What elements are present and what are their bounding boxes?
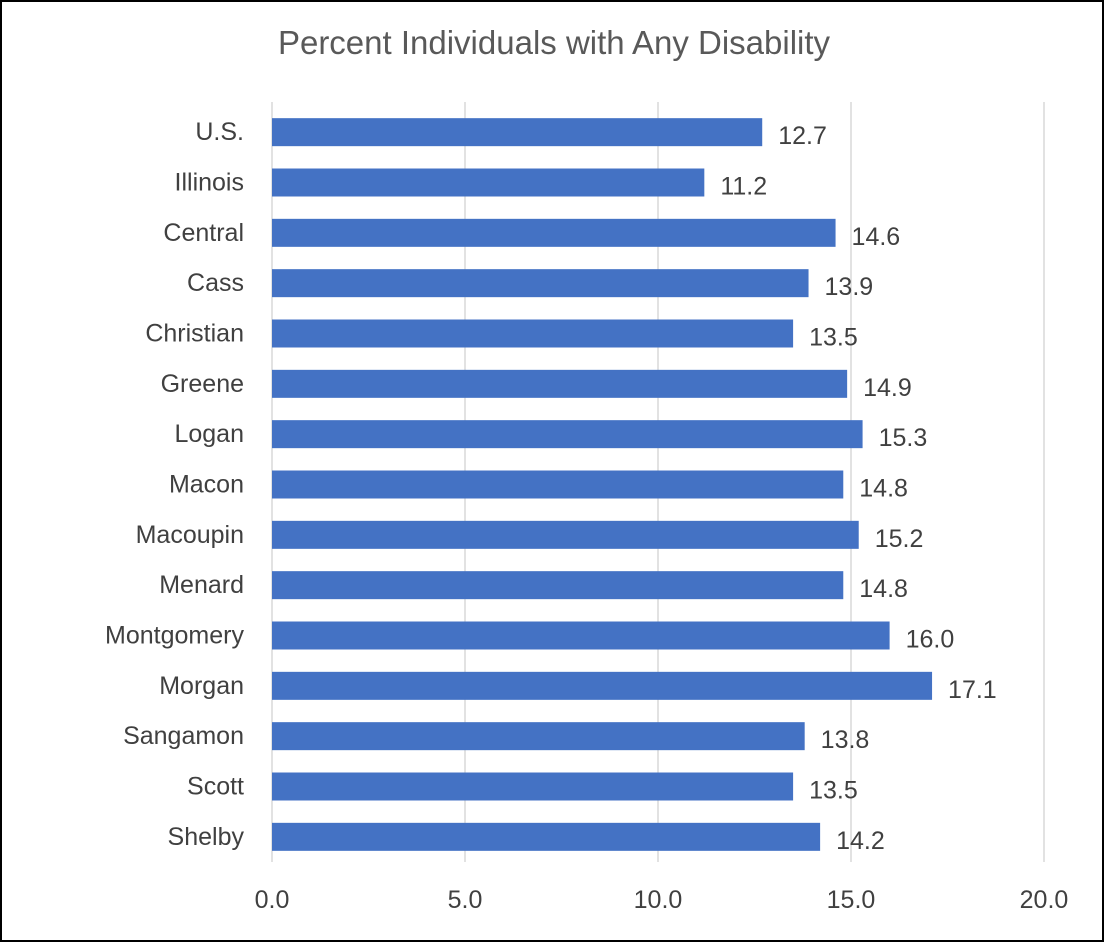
category-labels: U.S. Illinois Central Cass Christian Greene Lo…: [105, 118, 244, 851]
data-label: 13.5: [809, 324, 858, 352]
bar: [272, 269, 809, 298]
data-label: 15.2: [875, 525, 924, 553]
data-label: 14.6: [852, 223, 901, 251]
category-label: Illinois: [175, 169, 244, 197]
category-label: Logan: [174, 420, 244, 448]
bar: [272, 621, 890, 650]
x-tick-label: 15.0: [827, 886, 876, 914]
bar: [272, 722, 805, 751]
data-label: 14.2: [836, 827, 885, 855]
x-tick-label: 20.0: [1020, 886, 1069, 914]
category-label: Montgomery: [105, 622, 244, 650]
chart-title: Percent Individuals with Any Disability: [277, 24, 831, 61]
category-label: Central: [163, 219, 244, 247]
bar: [272, 470, 844, 499]
bars: [272, 118, 933, 851]
data-label: 15.3: [879, 424, 928, 452]
data-label: 14.9: [863, 374, 912, 402]
bar: [272, 420, 863, 449]
x-tick-label: 5.0: [448, 886, 483, 914]
bar: [272, 571, 844, 600]
category-label: Sangamon: [123, 722, 244, 750]
category-label: Macon: [169, 471, 244, 499]
bar: [272, 520, 859, 549]
category-label: Shelby: [168, 823, 245, 851]
x-tick-label: 10.0: [634, 886, 683, 914]
data-label: 11.2: [720, 173, 767, 201]
data-label: 16.0: [906, 626, 955, 654]
x-axis-ticks: 0.0 5.0 10.0 15.0 20.0: [255, 886, 1069, 914]
category-label: Scott: [187, 773, 244, 801]
category-label: Macoupin: [136, 521, 244, 549]
data-label: 13.8: [821, 726, 870, 754]
bar: [272, 772, 794, 801]
category-label: Cass: [187, 269, 244, 297]
data-labels: 12.711.214.613.913.514.915.314.815.214.8…: [720, 122, 996, 855]
x-tick-label: 0.0: [255, 886, 290, 914]
bar: [272, 218, 836, 247]
category-label: Christian: [145, 320, 244, 348]
bar: [272, 671, 933, 700]
bar: [272, 168, 705, 197]
bar: [272, 118, 763, 147]
data-label: 14.8: [859, 575, 908, 603]
category-label: Greene: [161, 370, 244, 398]
data-label: 14.8: [859, 475, 908, 503]
data-label: 13.9: [825, 273, 874, 301]
bar: [272, 319, 794, 348]
data-label: 17.1: [948, 676, 997, 704]
category-label: Morgan: [159, 672, 244, 700]
data-label: 12.7: [778, 122, 827, 150]
category-label: Menard: [159, 571, 244, 599]
bar: [272, 369, 848, 398]
bar: [272, 822, 821, 851]
data-label: 13.5: [809, 777, 858, 805]
category-label: U.S.: [195, 118, 244, 146]
